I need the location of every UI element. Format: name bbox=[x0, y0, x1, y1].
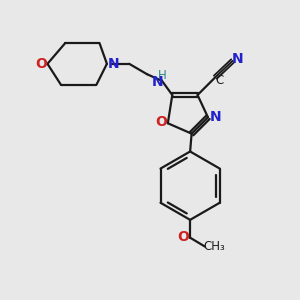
Text: O: O bbox=[35, 57, 47, 71]
Text: N: N bbox=[232, 52, 244, 66]
Text: N: N bbox=[108, 57, 119, 71]
Text: N: N bbox=[210, 110, 221, 124]
Text: O: O bbox=[155, 115, 167, 129]
Text: N: N bbox=[152, 75, 164, 88]
Text: H: H bbox=[158, 69, 166, 82]
Text: CH₃: CH₃ bbox=[203, 240, 225, 253]
Text: O: O bbox=[178, 230, 190, 244]
Text: C: C bbox=[215, 74, 224, 87]
